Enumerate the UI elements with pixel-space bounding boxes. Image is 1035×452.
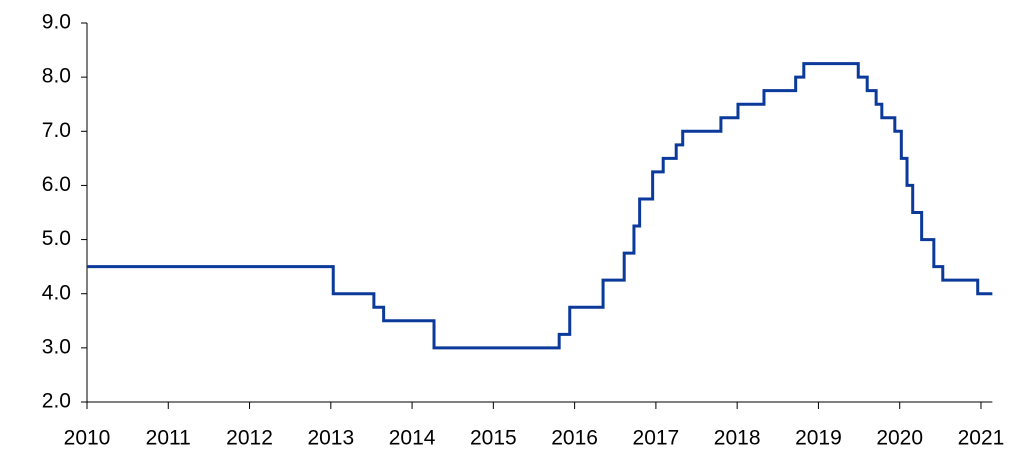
y-tick-label: 4.0 [42,281,71,304]
x-tick-label: 2016 [551,427,598,450]
x-tick-label: 2018 [714,427,761,450]
y-tick-label: 7.0 [42,119,71,142]
x-tick-label: 2010 [64,427,111,450]
x-tick-label: 2012 [226,427,273,450]
x-tick-label: 2015 [470,427,517,450]
line-series [87,62,993,350]
x-tick-label: 2013 [307,427,354,450]
y-tick-label: 2.0 [42,390,71,413]
x-tick-label: 2021 [958,427,1005,450]
y-tick-label: 3.0 [42,335,71,358]
y-tick-label: 5.0 [42,227,71,250]
x-tick-label: 2014 [389,427,436,450]
y-tick-label: 9.0 [42,11,71,34]
x-tick-label: 2019 [795,427,842,450]
x-tick-label: 2020 [876,427,923,450]
x-tick-label: 2017 [633,427,680,450]
y-tick-label: 8.0 [42,65,71,88]
x-tick-label: 2011 [146,427,191,450]
y-tick-label: 6.0 [42,173,71,196]
